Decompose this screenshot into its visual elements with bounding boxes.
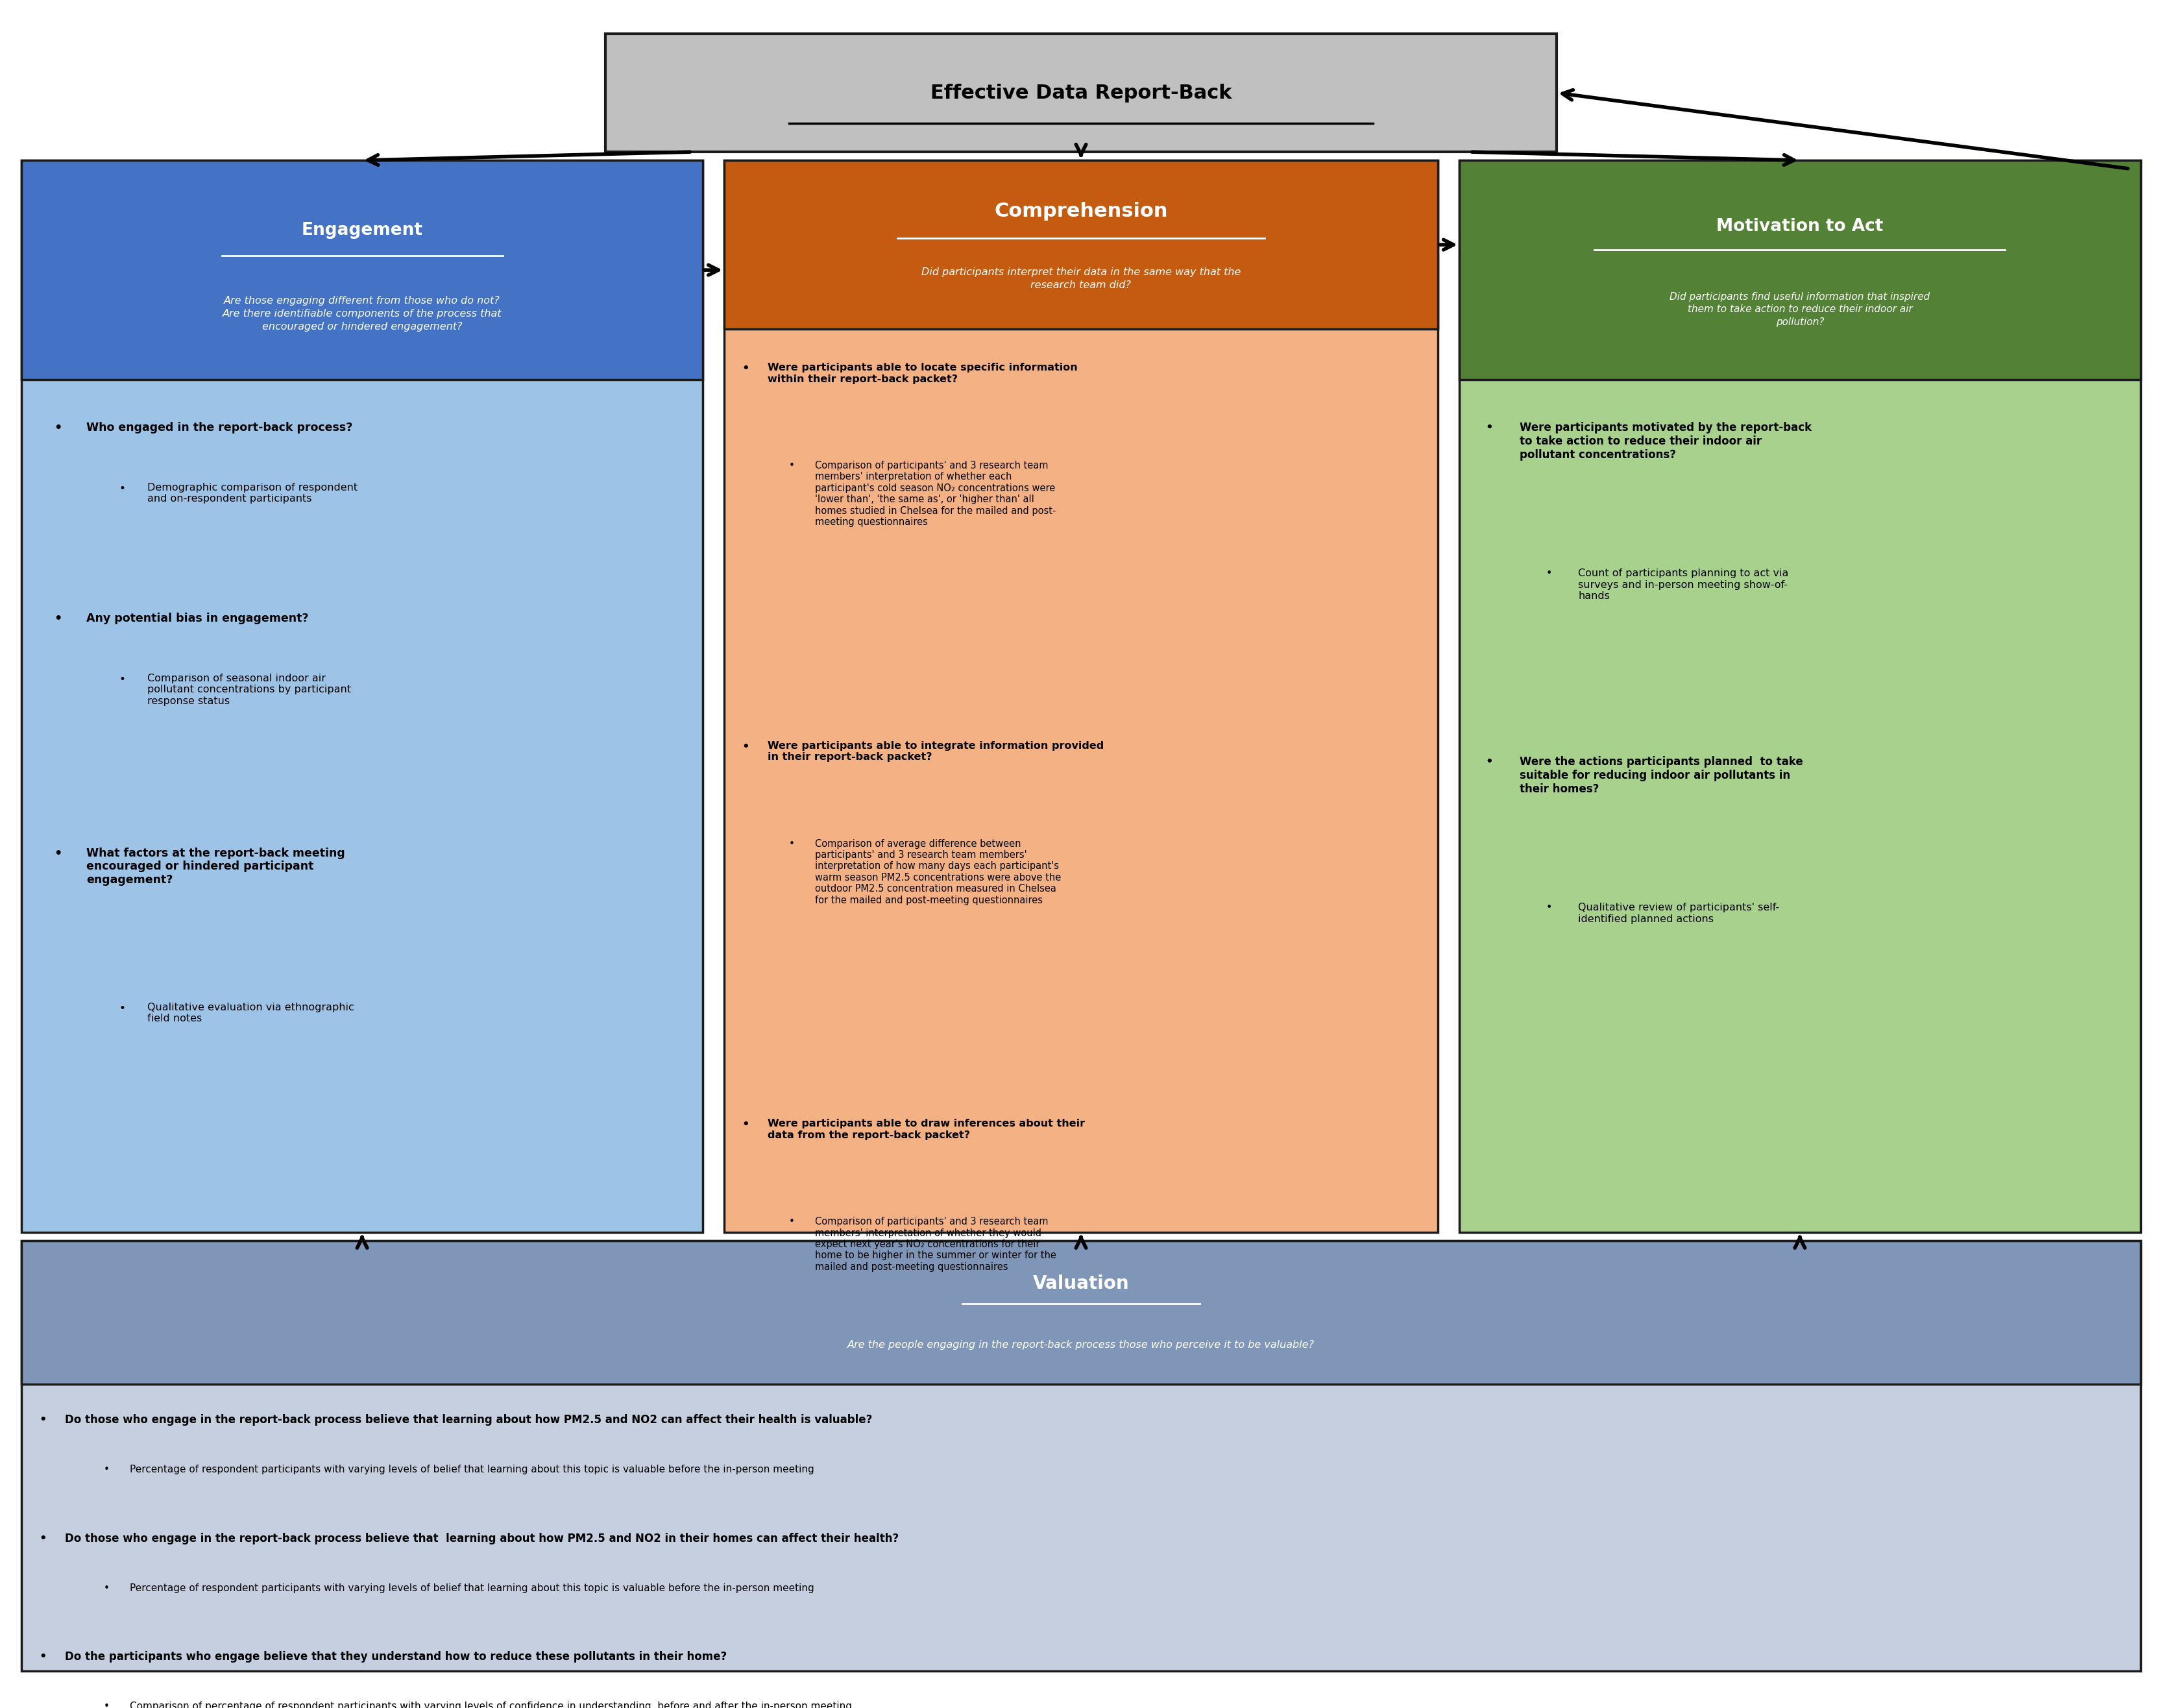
Text: Engagement: Engagement (301, 222, 424, 239)
FancyBboxPatch shape (22, 1240, 2140, 1383)
Text: Do those who engage in the report-back process believe that learning about how P: Do those who engage in the report-back p… (65, 1414, 871, 1426)
Text: Comprehension: Comprehension (995, 202, 1167, 220)
Text: •: • (39, 1414, 45, 1426)
Text: •: • (1485, 757, 1492, 769)
Text: Comparison of participants' and 3 research team
members' interpretation of wheth: Comparison of participants' and 3 resear… (815, 461, 1055, 528)
Text: •: • (39, 1650, 45, 1662)
Text: Comparison of average difference between
participants' and 3 research team membe: Comparison of average difference between… (815, 839, 1062, 905)
FancyBboxPatch shape (724, 161, 1438, 330)
Text: •: • (789, 461, 796, 470)
Text: •: • (104, 1583, 110, 1594)
Text: •: • (104, 1465, 110, 1474)
Text: •: • (742, 1119, 748, 1131)
Text: Did participants interpret their data in the same way that the
research team did: Did participants interpret their data in… (921, 266, 1241, 290)
Text: •: • (789, 1216, 796, 1226)
Text: Qualitative evaluation via ethnographic
field notes: Qualitative evaluation via ethnographic … (147, 1003, 355, 1023)
Text: Are those engaging different from those who do not?
Are there identifiable compo: Are those engaging different from those … (223, 295, 502, 331)
Text: Motivation to Act: Motivation to Act (1717, 217, 1883, 234)
FancyBboxPatch shape (1459, 161, 2140, 379)
Text: Comparison of participants' and 3 research team
members' interpretation of wheth: Comparison of participants' and 3 resear… (815, 1216, 1057, 1272)
Text: •: • (54, 847, 63, 859)
Text: Effective Data Report-Back: Effective Data Report-Back (930, 84, 1232, 102)
Text: Valuation: Valuation (1033, 1274, 1129, 1293)
Text: •: • (39, 1532, 45, 1544)
Text: Do those who engage in the report-back process believe that  learning about how : Do those who engage in the report-back p… (65, 1532, 899, 1544)
Text: •: • (742, 362, 748, 374)
Text: •: • (54, 613, 63, 625)
FancyBboxPatch shape (605, 34, 1557, 152)
Text: Do the participants who engage believe that they understand how to reduce these : Do the participants who engage believe t… (65, 1650, 726, 1662)
Text: Were the actions participants planned  to take
suitable for reducing indoor air : Were the actions participants planned to… (1520, 757, 1803, 794)
Text: Any potential bias in engagement?: Any potential bias in engagement? (86, 613, 309, 625)
Text: Qualitative review of participants' self-
identified planned actions: Qualitative review of participants' self… (1578, 904, 1779, 924)
Text: •: • (1485, 422, 1492, 434)
Text: •: • (1546, 569, 1552, 579)
Text: •: • (119, 673, 125, 685)
Text: Comparison of percentage of respondent participants with varying levels of confi: Comparison of percentage of respondent p… (130, 1701, 852, 1708)
Text: •: • (119, 1003, 125, 1015)
Text: Count of participants planning to act via
surveys and in-person meeting show-of-: Count of participants planning to act vi… (1578, 569, 1788, 601)
Text: Percentage of respondent participants with varying levels of belief that learnin: Percentage of respondent participants wi… (130, 1465, 815, 1474)
Text: •: • (54, 422, 63, 434)
Text: Were participants motivated by the report-back
to take action to reduce their in: Were participants motivated by the repor… (1520, 422, 1812, 461)
Text: Percentage of respondent participants with varying levels of belief that learnin: Percentage of respondent participants wi… (130, 1583, 815, 1594)
FancyBboxPatch shape (22, 161, 703, 379)
Text: Are the people engaging in the report-back process those who perceive it to be v: Are the people engaging in the report-ba… (848, 1341, 1314, 1349)
Text: Were participants able to draw inferences about their
data from the report-back : Were participants able to draw inference… (768, 1119, 1085, 1139)
Text: •: • (1546, 904, 1552, 912)
Text: •: • (104, 1701, 110, 1708)
FancyBboxPatch shape (724, 161, 1438, 1231)
FancyBboxPatch shape (22, 1240, 2140, 1670)
Text: Were participants able to integrate information provided
in their report-back pa: Were participants able to integrate info… (768, 741, 1105, 762)
Text: What factors at the report-back meeting
encouraged or hindered participant
engag: What factors at the report-back meeting … (86, 847, 346, 886)
FancyBboxPatch shape (22, 161, 703, 1231)
Text: •: • (789, 839, 796, 849)
Text: Were participants able to locate specific information
within their report-back p: Were participants able to locate specifi… (768, 362, 1077, 384)
Text: Demographic comparison of respondent
and on-respondent participants: Demographic comparison of respondent and… (147, 483, 357, 504)
Text: Did participants find useful information that inspired
them to take action to re: Did participants find useful information… (1669, 292, 1931, 328)
FancyBboxPatch shape (1459, 161, 2140, 1231)
Text: Comparison of seasonal indoor air
pollutant concentrations by participant
respon: Comparison of seasonal indoor air pollut… (147, 673, 350, 705)
Text: Who engaged in the report-back process?: Who engaged in the report-back process? (86, 422, 352, 434)
Text: •: • (119, 483, 125, 494)
Text: •: • (742, 741, 748, 753)
